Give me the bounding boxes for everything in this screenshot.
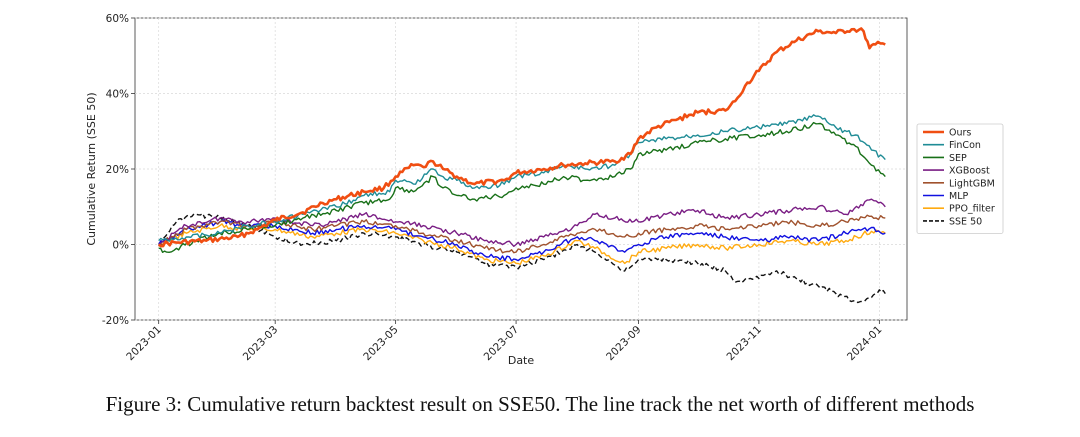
legend-label: SSE 50 bbox=[949, 216, 982, 227]
y-tick-label: 20% bbox=[106, 164, 129, 176]
figure-caption: Figure 3: Cumulative return backtest res… bbox=[105, 392, 975, 416]
legend-label: LightGBM bbox=[949, 178, 995, 189]
series-line bbox=[158, 114, 886, 242]
series-line bbox=[158, 219, 886, 262]
grid bbox=[135, 17, 907, 321]
legend-label: Ours bbox=[949, 128, 971, 139]
legend-label: XGBoost bbox=[949, 166, 990, 177]
series-layer bbox=[157, 27, 886, 304]
x-tick-label: 2023-11 bbox=[725, 324, 765, 364]
y-tick-label: 40% bbox=[106, 89, 129, 101]
series-line bbox=[158, 212, 886, 304]
x-tick-label: 2023-03 bbox=[241, 324, 281, 364]
x-tick-label: 2023-09 bbox=[604, 324, 644, 364]
legend-label: SEP bbox=[949, 153, 967, 164]
y-axis-label: Cumulative Return (SSE 50) bbox=[85, 92, 98, 245]
x-axis-label: Date bbox=[508, 354, 535, 367]
legend-label: MLP bbox=[949, 191, 968, 202]
series-line bbox=[157, 27, 886, 248]
series-line bbox=[158, 223, 886, 266]
legend-label: PPO_filter bbox=[949, 204, 995, 215]
series-line bbox=[158, 214, 886, 254]
x-tick-label: 2024-01 bbox=[845, 324, 885, 364]
legend-box bbox=[916, 123, 1004, 234]
legend-label: FinCon bbox=[949, 140, 981, 151]
x-tick-label: 2023-05 bbox=[361, 324, 401, 364]
cumulative-return-chart: -20% 0% 20% 40% 60% 2023-01 2023-03 2023-05 2023… bbox=[85, 13, 1004, 367]
y-tick-label: 60% bbox=[106, 13, 129, 25]
y-tick-label: -20% bbox=[102, 315, 129, 327]
ticks: -20% 0% 20% 40% 60% 2023-01 2023-03 2023-05 2023… bbox=[102, 13, 885, 363]
x-tick-label: 2023-01 bbox=[124, 324, 164, 364]
y-tick-label: 0% bbox=[112, 240, 129, 252]
series-line bbox=[158, 121, 886, 253]
